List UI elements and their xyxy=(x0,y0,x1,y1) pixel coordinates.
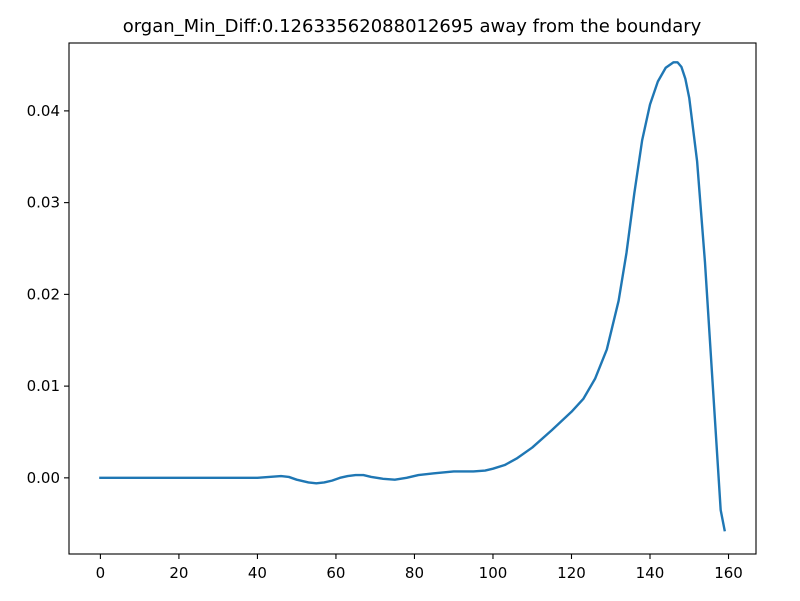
y-tick-label: 0.04 xyxy=(27,102,60,120)
x-tick-label: 0 xyxy=(96,564,106,582)
x-tick-label: 100 xyxy=(479,564,508,582)
y-tick-label: 0.03 xyxy=(27,194,60,212)
y-tick-label: 0.01 xyxy=(27,377,60,395)
y-axis-ticks: 0.00 0.01 0.02 0.03 0.04 xyxy=(27,102,69,487)
series-line-0 xyxy=(99,61,726,532)
y-tick-label: 0.02 xyxy=(27,285,60,303)
axes-frame xyxy=(68,42,757,555)
y-tick-label: 0.00 xyxy=(27,469,60,487)
x-tick-label: 120 xyxy=(557,564,586,582)
x-tick-label: 140 xyxy=(636,564,665,582)
x-tick-label: 160 xyxy=(714,564,743,582)
chart-title: organ_Min_Diff:0.12633562088012695 away … xyxy=(123,16,702,37)
x-axis-ticks: 0 20 40 60 80 100 120 140 160 xyxy=(96,554,743,582)
x-tick-label: 60 xyxy=(326,564,345,582)
x-tick-label: 80 xyxy=(405,564,424,582)
x-tick-label: 20 xyxy=(169,564,188,582)
plot-area xyxy=(99,61,726,532)
x-tick-label: 40 xyxy=(248,564,267,582)
